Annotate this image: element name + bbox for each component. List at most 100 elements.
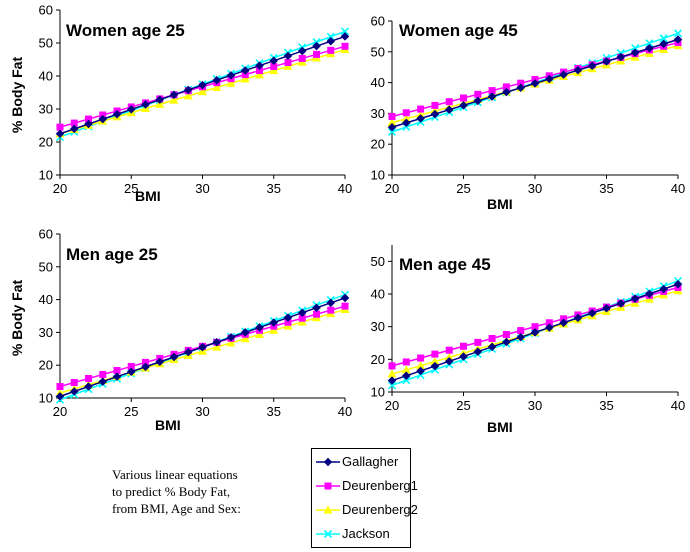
data-point-gallagher	[226, 70, 236, 80]
data-point-gallagher	[673, 35, 683, 44]
data-point-gallagher	[559, 318, 568, 328]
y-tick-label: 30	[371, 106, 385, 121]
data-point-deurenberg1	[388, 362, 396, 370]
data-point-gallagher	[387, 376, 397, 385]
data-point-jackson	[387, 127, 397, 136]
data-point-gallagher	[673, 279, 683, 289]
legend-label-deurenberg1: Deurenberg1	[342, 478, 418, 493]
data-point-gallagher	[183, 85, 193, 95]
data-point-deurenberg1	[488, 334, 496, 342]
data-point-gallagher	[473, 347, 483, 357]
data-point-gallagher	[283, 51, 293, 61]
data-point-gallagher	[502, 337, 511, 347]
data-point-gallagher	[630, 48, 640, 58]
x-tick-label: 40	[338, 404, 352, 419]
y-tick-label: 50	[371, 254, 385, 269]
data-point-gallagher	[487, 92, 497, 101]
data-point-gallagher	[169, 90, 179, 100]
y-tick-label: 20	[39, 358, 53, 373]
data-point-gallagher	[69, 387, 79, 396]
y-axis-label: % Body Fat	[9, 57, 25, 134]
data-point-deurenberg1	[127, 362, 135, 370]
data-point-deurenberg2	[240, 74, 250, 83]
x-tick-label: 20	[53, 404, 67, 419]
data-point-deurenberg1	[517, 327, 525, 335]
x-tick-label: 30	[528, 398, 542, 413]
data-point-deurenberg1	[284, 58, 292, 66]
data-point-gallagher	[430, 361, 440, 371]
data-point-deurenberg2	[430, 357, 440, 366]
data-point-gallagher	[55, 129, 65, 139]
x-tick-label: 20	[385, 181, 399, 196]
data-point-deurenberg2	[169, 95, 179, 104]
data-point-gallagher	[155, 357, 165, 367]
data-point-gallagher	[544, 323, 554, 332]
data-point-deurenberg1	[474, 338, 482, 346]
y-tick-label: 60	[371, 14, 385, 29]
y-tick-label: 40	[39, 292, 53, 307]
data-point-deurenberg1	[142, 358, 149, 366]
caption-line-1: Various linear equations	[112, 467, 238, 482]
data-point-deurenberg1	[56, 123, 64, 131]
data-point-gallagher	[240, 66, 250, 75]
data-point-gallagher	[55, 392, 65, 401]
data-point-deurenberg2	[226, 78, 236, 87]
x-axis-label: BMI	[487, 196, 513, 212]
data-point-deurenberg1	[431, 101, 439, 109]
data-point-deurenberg2	[255, 70, 264, 79]
data-point-deurenberg1	[402, 358, 410, 366]
legend-marker	[323, 457, 333, 467]
data-point-gallagher	[326, 298, 336, 308]
data-point-gallagher	[444, 105, 454, 115]
data-point-deurenberg1	[545, 319, 553, 327]
legend-symbol-deurenberg2	[316, 505, 340, 514]
legend-symbol-gallagher	[316, 457, 340, 467]
data-point-gallagher	[602, 303, 611, 313]
x-axis-label: BMI	[155, 417, 181, 433]
data-point-deurenberg1	[70, 379, 78, 387]
x-tick-label: 40	[671, 181, 685, 196]
data-point-gallagher	[112, 372, 122, 382]
legend-label-gallagher: Gallagher	[342, 454, 399, 469]
panel-title: Men age 25	[66, 245, 158, 264]
data-point-deurenberg1	[70, 119, 78, 127]
data-point-gallagher	[255, 323, 264, 332]
data-point-gallagher	[183, 347, 193, 357]
data-point-jackson	[645, 39, 654, 48]
data-point-gallagher	[269, 318, 279, 327]
data-point-deurenberg1	[99, 370, 107, 378]
data-point-gallagher	[587, 308, 597, 318]
panel-title: Women age 25	[66, 21, 185, 40]
x-tick-label: 20	[385, 398, 399, 413]
data-point-deurenberg1	[298, 314, 306, 322]
y-tick-label: 10	[371, 168, 385, 183]
y-tick-label: 10	[39, 168, 53, 183]
series-gallagher	[55, 32, 350, 139]
x-tick-label: 30	[195, 404, 209, 419]
data-point-deurenberg1	[298, 54, 306, 62]
data-point-deurenberg1	[431, 350, 439, 358]
data-point-gallagher	[340, 293, 350, 303]
data-point-gallagher	[473, 96, 483, 106]
data-point-gallagher	[573, 313, 583, 323]
legend-marker	[323, 505, 333, 514]
y-tick-label: 30	[39, 325, 53, 340]
x-tick-label: 40	[671, 398, 685, 413]
data-point-deurenberg1	[85, 115, 92, 123]
data-point-deurenberg1	[445, 98, 453, 106]
data-point-gallagher	[312, 303, 321, 313]
data-point-deurenberg2	[240, 334, 250, 343]
data-point-gallagher	[616, 299, 626, 308]
data-point-gallagher	[587, 61, 597, 71]
data-point-deurenberg1	[313, 310, 320, 318]
x-tick-label: 35	[267, 404, 281, 419]
caption-line-2: to predict % Body Fat,	[112, 484, 231, 499]
data-point-gallagher	[141, 100, 150, 109]
data-point-deurenberg1	[270, 63, 278, 71]
y-tick-label: 20	[371, 137, 385, 152]
data-point-gallagher	[645, 43, 654, 53]
legend-symbol-deurenberg1	[316, 482, 340, 490]
data-point-gallagher	[487, 342, 497, 352]
